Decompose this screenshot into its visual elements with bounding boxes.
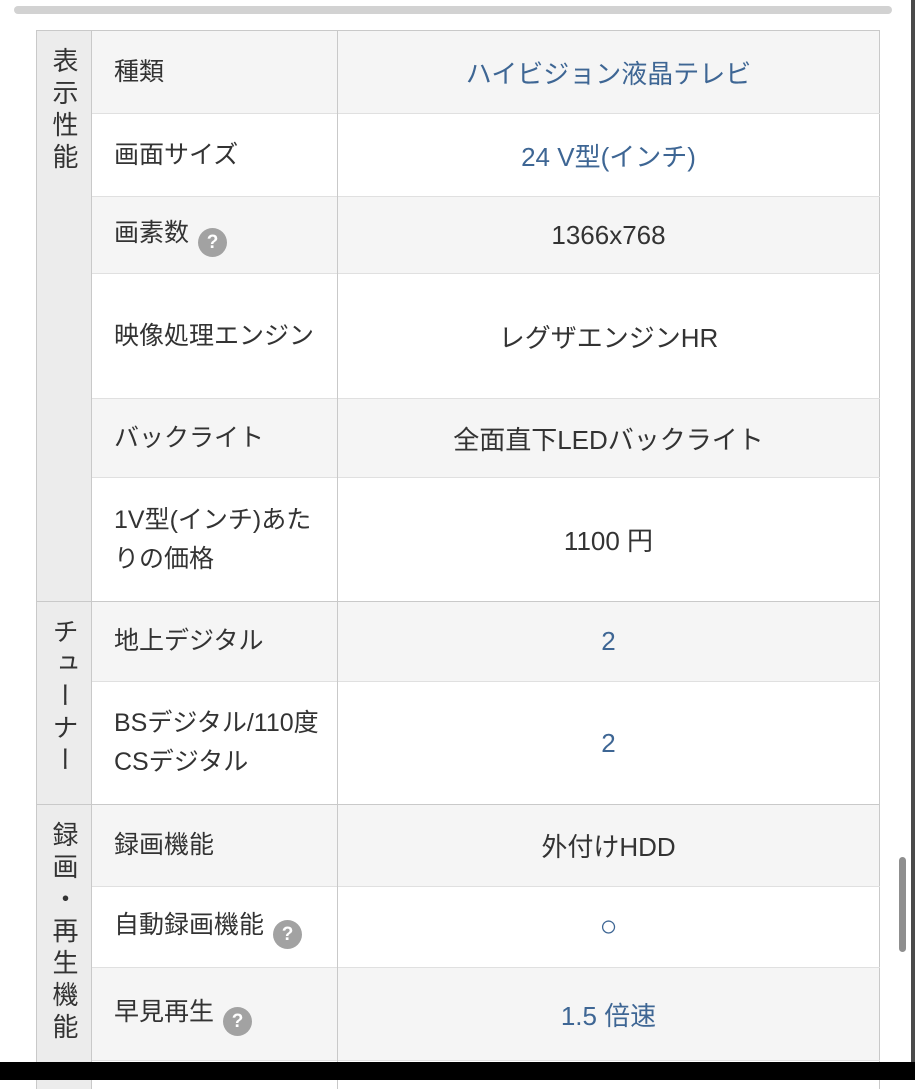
category-cell-tuner: チューナー	[37, 602, 92, 805]
table-row: 1V型(インチ)あたりの価格 1100 円	[37, 478, 880, 602]
spec-value-cell: 外付けHDD	[338, 805, 880, 887]
spec-value: 1366x768	[551, 220, 665, 250]
scrollbar-thumb[interactable]	[899, 857, 906, 952]
spec-label: 録画機能	[114, 831, 214, 859]
table-row: 映像処理エンジン レグザエンジンHR	[37, 274, 880, 399]
table-row: 早見再生? 1.5 倍速	[37, 968, 880, 1061]
spec-value: 1100 円	[564, 526, 653, 556]
spec-label-cell: BSデジタル/110度CSデジタル	[92, 682, 338, 805]
spec-value-link[interactable]: ○	[599, 910, 617, 943]
spec-label-cell: 映像処理エンジン	[92, 274, 338, 399]
top-divider	[14, 6, 892, 14]
spec-label: 自動録画機能	[114, 911, 264, 939]
spec-value-cell: 1.5 倍速	[338, 968, 880, 1061]
spec-value-cell: ○	[338, 887, 880, 968]
category-cell-recording: 録画・再生機能	[37, 805, 92, 1089]
table-row: 表示性能 種類 ハイビジョン液晶テレビ	[37, 31, 880, 114]
spec-value-cell: 2	[338, 602, 880, 682]
spec-value-cell: 24 V型(インチ)	[338, 114, 880, 197]
spec-label-cell: 1V型(インチ)あたりの価格	[92, 478, 338, 602]
category-cell-display: 表示性能	[37, 31, 92, 602]
spec-label: 地上デジタル	[114, 627, 264, 655]
spec-label-cell: 画素数?	[92, 197, 338, 274]
spec-value-cell: 全面直下LEDバックライト	[338, 399, 880, 478]
spec-value-cell: ハイビジョン液晶テレビ	[338, 31, 880, 114]
category-label: チューナー	[51, 618, 77, 778]
spec-value-link[interactable]: ハイビジョン液晶テレビ	[466, 59, 751, 89]
help-icon[interactable]: ?	[198, 228, 227, 257]
category-label: 表示性能	[51, 47, 77, 175]
table-row: チューナー 地上デジタル 2	[37, 602, 880, 682]
spec-value-link[interactable]: 2	[601, 728, 615, 758]
spec-value-cell: 1366x768	[338, 197, 880, 274]
spec-label: 画素数	[114, 219, 189, 247]
spec-label-cell: 自動録画機能?	[92, 887, 338, 968]
spec-label-cell: 地上デジタル	[92, 602, 338, 682]
table-row: 画面サイズ 24 V型(インチ)	[37, 114, 880, 197]
table-row: バックライト 全面直下LEDバックライト	[37, 399, 880, 478]
spec-value: 外付けHDD	[541, 832, 675, 862]
spec-label-cell: 種類	[92, 31, 338, 114]
spec-label: バックライト	[114, 424, 264, 452]
spec-label: 映像処理エンジン	[114, 322, 314, 350]
table-row: 自動録画機能? ○	[37, 887, 880, 968]
spec-label-cell: 録画機能	[92, 805, 338, 887]
help-icon[interactable]: ?	[273, 920, 302, 949]
spec-value-link[interactable]: 24 V型(インチ)	[521, 142, 696, 172]
spec-label-cell: 早見再生?	[92, 968, 338, 1061]
spec-label: 種類	[114, 58, 164, 86]
spec-label-cell: 画面サイズ	[92, 114, 338, 197]
spec-value-link[interactable]: 1.5 倍速	[561, 1001, 656, 1031]
spec-value: 全面直下LEDバックライト	[453, 425, 764, 455]
spec-label-cell: バックライト	[92, 399, 338, 478]
spec-value-link[interactable]: 2	[601, 626, 615, 656]
spec-label: BSデジタル/110度CSデジタル	[114, 709, 319, 776]
spec-label: 1V型(インチ)あたりの価格	[114, 506, 311, 573]
table-row: 画素数? 1366x768	[37, 197, 880, 274]
help-icon[interactable]: ?	[223, 1007, 252, 1036]
category-label: 録画・再生機能	[51, 821, 77, 1045]
table-row: BSデジタル/110度CSデジタル 2	[37, 682, 880, 805]
screen-edge-strip	[911, 0, 915, 1080]
bottom-bar	[0, 1062, 915, 1080]
spec-value-cell: 1100 円	[338, 478, 880, 602]
spec-table: 表示性能 種類 ハイビジョン液晶テレビ 画面サイズ 24 V型(インチ) 画素数…	[36, 30, 880, 1089]
spec-value-cell: レグザエンジンHR	[338, 274, 880, 399]
spec-value: レグザエンジンHR	[499, 323, 719, 353]
spec-label: 早見再生	[114, 998, 214, 1026]
spec-value-cell: 2	[338, 682, 880, 805]
table-row: 録画・再生機能 録画機能 外付けHDD	[37, 805, 880, 887]
spec-label: 画面サイズ	[114, 141, 238, 169]
